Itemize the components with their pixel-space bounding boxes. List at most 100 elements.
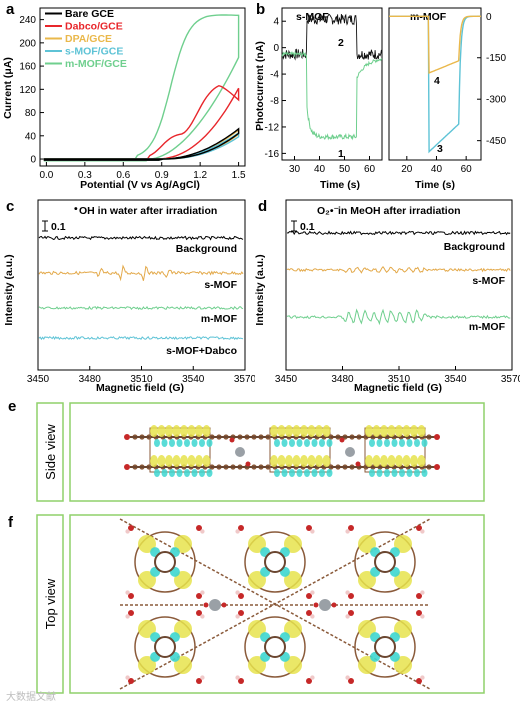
watermark-text: 大数据文献 [6, 692, 56, 703]
y-tick-label: 80 [25, 108, 37, 119]
left-y-tick-label: -12 [265, 122, 280, 133]
panel-c-xticks: 3450 3480 3510 3540 3570 [27, 366, 255, 385]
orbital-lobe-yellow [248, 656, 266, 674]
hydrogen-atom [420, 529, 425, 534]
orbital-lobe-yellow [138, 571, 156, 589]
y-tick-label: 160 [19, 62, 36, 73]
trace-label-background: Background [176, 243, 237, 255]
hydrogen-atom [420, 590, 425, 595]
orbital-lobe-yellow [157, 425, 166, 437]
orbital-lobe-yellow [358, 656, 376, 674]
oxygen-atom [203, 602, 209, 608]
panel-e-side-box [36, 402, 64, 502]
panel-d-traces: Background s-MOF m-MOF [286, 230, 511, 333]
orbital-lobe-cyan [376, 469, 383, 477]
hydrogen-atom [200, 590, 205, 595]
panel-c-xlabel: Magnetic field (G) [96, 382, 184, 394]
orbital-lobe-cyan [391, 469, 398, 477]
y-tick-label: 240 [19, 15, 36, 26]
trace-label-mmof: m-MOF [201, 313, 238, 325]
oxygen-atom [348, 610, 354, 616]
panel-c-scale-label: 0.1 [51, 221, 66, 233]
orbital-lobe-yellow [402, 455, 411, 467]
orbital-lobe-cyan [369, 439, 375, 447]
orbital-lobe-yellow [315, 455, 323, 467]
orbital-lobe-cyan [304, 439, 310, 447]
orbital-lobe-yellow [174, 620, 192, 638]
orbital-lobe-yellow [270, 425, 278, 437]
orbital-lobe-yellow [285, 455, 293, 467]
trace-background [286, 230, 511, 236]
orbital-lobe-yellow [248, 620, 266, 638]
orbital-lobe-cyan [311, 469, 318, 477]
oxygen-atom [128, 678, 134, 684]
orbital-lobe-yellow [322, 455, 331, 467]
orbital-lobe-cyan [369, 469, 375, 477]
hydrogen-atom [420, 675, 425, 680]
hydrogen-atom [200, 529, 205, 534]
left-y-tick-label: 0 [273, 43, 279, 54]
trace-label-mmof: m-MOF [469, 321, 506, 333]
orbital-lobe-yellow [315, 425, 323, 437]
metal-atom [345, 447, 355, 457]
orbital-lobe-yellow [172, 425, 181, 437]
legend-label: Bare GCE [65, 8, 114, 20]
orbital-lobe-cyan [184, 439, 190, 447]
panel-c-traces: Background s-MOF m-MOF s-MOF+Dabco [38, 235, 244, 357]
orbital-lobe-cyan [296, 439, 303, 447]
orbital-lobe-yellow [300, 455, 308, 467]
hydrogen-atom [235, 675, 240, 680]
orbital-lobe-yellow [417, 455, 426, 467]
orbital-lobe-yellow [138, 620, 156, 638]
orbital-lobe-cyan [421, 439, 428, 447]
curve-2 [281, 13, 383, 61]
panel-b-right-frame [388, 7, 482, 161]
oxygen-atom [416, 525, 422, 531]
panel-d-xlabel: Magnetic field (G) [354, 382, 442, 394]
orbital-lobe-yellow [394, 535, 412, 553]
trace-smof [286, 266, 511, 274]
orbital-lobe-yellow [138, 656, 156, 674]
orbital-lobe-yellow [394, 620, 412, 638]
orbital-lobe-yellow [372, 455, 381, 467]
curve-label-4: 4 [434, 75, 440, 87]
orbital-lobe-yellow [387, 455, 396, 467]
orbital-lobe-cyan [206, 469, 213, 477]
trace-mmof [38, 305, 244, 311]
orbital-lobe-cyan [206, 439, 213, 447]
orbital-lobe-cyan [176, 469, 183, 477]
right-x-tick-label: 60 [461, 164, 473, 175]
node-ring [134, 616, 196, 678]
trace-label-smof-dabco: s-MOF+Dabco [166, 345, 237, 357]
metal-atom [319, 599, 331, 611]
panel-d-epr-chart: d O₂•⁻ in MeOH after irradiation 0.1 Bac… [255, 198, 520, 394]
panel-a-xticks: 0.0 0.3 0.6 0.9 1.2 1.5 [39, 162, 246, 181]
oxygen-atom [313, 602, 319, 608]
orbital-lobe-yellow [187, 455, 196, 467]
x-tick-label: 0.3 [78, 170, 92, 181]
x-tick-label: 0.0 [39, 170, 53, 181]
hydrogen-atom [345, 614, 350, 619]
panel-d-xticks: 3450 3480 3510 3540 3570 [275, 366, 520, 385]
center-ring [154, 551, 176, 573]
orbital-lobe-yellow [138, 535, 156, 553]
y-tick-label: 120 [19, 85, 36, 96]
orbital-lobe-yellow [284, 656, 302, 674]
orbital-lobe-yellow [395, 455, 403, 467]
trace-label-smof: s-MOF [204, 279, 237, 291]
oxygen-atom [196, 610, 202, 616]
panel-a-yticks: 0 40 80 120 160 200 240 [19, 15, 44, 166]
y-tick-label: 0 [30, 155, 36, 166]
orbital-lobe-yellow [358, 620, 376, 638]
panel-e-label: e [8, 398, 16, 415]
orbital-lobe-cyan [399, 469, 405, 477]
panel-c-epr-chart: c • OH in water after irradiation 0.1 Ba… [3, 198, 255, 394]
panel-f-molecular-structure [119, 518, 431, 690]
panel-e-molecular-structure [124, 425, 440, 477]
oxygen-atom [434, 434, 440, 440]
panel-b-curves: 1 2 3 4 [281, 13, 481, 160]
orbital-lobe-cyan [304, 469, 310, 477]
trace-mmof [286, 308, 511, 326]
orbital-lobe-cyan [376, 439, 383, 447]
